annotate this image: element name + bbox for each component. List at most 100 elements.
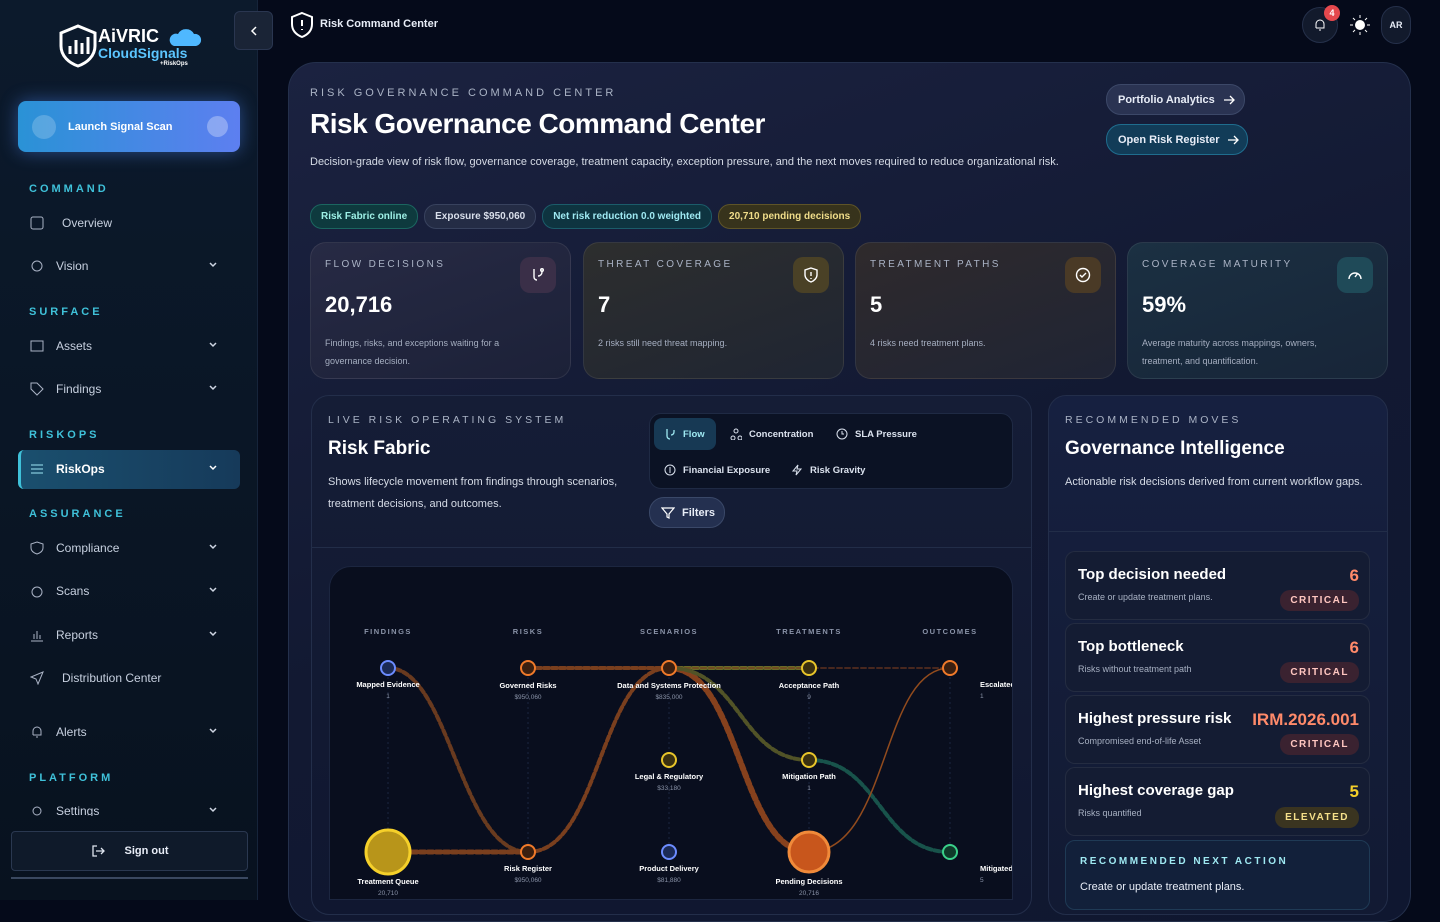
move-badge: CRITICAL: [1280, 590, 1359, 611]
moves-title: Governance Intelligence: [1065, 438, 1285, 459]
launch-label: Launch Signal Scan: [68, 120, 173, 133]
node-value: 9: [807, 694, 811, 701]
tab-active-bg: [654, 418, 716, 450]
launch-plus: [207, 116, 228, 137]
nav-item[interactable]: Compliance: [30, 537, 230, 559]
kpi-note: 2 risks still need threat mapping.: [598, 338, 728, 348]
nav-item-active[interactable]: RiskOps: [30, 458, 230, 480]
collapse-button[interactable]: [234, 11, 273, 50]
nav-item[interactable]: Vision: [30, 255, 230, 277]
nav-item[interactable]: Settings: [30, 800, 230, 816]
nav-item[interactable]: Scans: [30, 580, 230, 602]
logo-cloud: [169, 29, 202, 46]
avatar[interactable]: AR: [1381, 6, 1411, 44]
sign-out-button[interactable]: Sign out: [11, 831, 248, 871]
kpi-label: COVERAGE MATURITY: [1142, 259, 1293, 270]
nav-clip: Settings: [0, 800, 258, 816]
next-action-label: RECOMMENDED NEXT ACTION: [1080, 856, 1289, 867]
kpi-value: 59%: [1142, 292, 1187, 317]
moves-eyebrow: RECOMMENDED MOVES: [1065, 414, 1242, 426]
node-value: $950,060: [514, 877, 541, 884]
nav-label: Alerts: [56, 725, 87, 739]
divider: [1048, 531, 1388, 532]
kpi-icon: [793, 257, 829, 293]
hero-eyebrow: RISK GOVERNANCE COMMAND CENTER: [310, 87, 617, 99]
theme-toggle[interactable]: [1350, 15, 1370, 35]
view-tab[interactable]: Financial Exposure: [664, 464, 770, 476]
launch-icon: [32, 114, 56, 139]
launch-scan-button[interactable]: Launch Signal Scan: [18, 101, 240, 152]
view-tab[interactable]: SLA Pressure: [836, 428, 917, 440]
status-pill: Net risk reduction 0.0 weighted: [542, 204, 713, 229]
move-card[interactable]: Highest pressure risk IRM.2026.001 Comprom…: [1065, 695, 1370, 764]
status-pill: Exposure $950,060: [424, 204, 537, 229]
node-value: $81,880: [657, 877, 681, 884]
open-risk-register-button[interactable]: Open Risk Register: [1106, 124, 1248, 155]
topbar-title: Risk Command Center: [320, 18, 438, 30]
kpi-card: THREAT COVERAGE 7 2 risks still need threa…: [583, 242, 844, 379]
sidebar: AiVRIC CloudSignals +RiskOps Launch Sign…: [0, 0, 258, 900]
view-tab[interactable]: Concentration: [730, 428, 813, 440]
nav-label: Reports: [56, 628, 99, 642]
nav-item[interactable]: Distribution Center: [30, 667, 230, 689]
filters-button[interactable]: Filters: [649, 497, 725, 528]
logo-product: CloudSignals: [98, 45, 188, 61]
move-badge: ELEVATED: [1275, 807, 1359, 828]
move-card[interactable]: Top bottleneck 6 Risks without treatment p…: [1065, 623, 1370, 692]
move-card[interactable]: Highest coverage gap 5 Risks quantified ELE…: [1065, 767, 1370, 836]
topbar-icon: [291, 11, 313, 39]
kpi-label: TREATMENT PATHS: [870, 259, 1001, 270]
next-action-card[interactable]: RECOMMENDED NEXT ACTION Create or update…: [1065, 840, 1370, 910]
view-tab[interactable]: Flow: [664, 428, 705, 440]
nav-item[interactable]: Overview: [30, 212, 230, 234]
kpi-card: COVERAGE MATURITY 59% Average maturity acr…: [1127, 242, 1388, 379]
move-card[interactable]: Top decision needed 6 Create or update tre…: [1065, 551, 1370, 620]
kpi-note: 4 risks need treatment plans.: [870, 338, 986, 348]
nav-label: Overview: [62, 216, 113, 230]
kpi-note: Findings, risks, and exceptions waiting …: [325, 338, 500, 366]
node-label: Governed Risks: [499, 681, 556, 690]
node-value: $950,060: [514, 694, 541, 701]
hero-description: Decision-grade view of risk flow, govern…: [310, 156, 1059, 168]
kpi-icon: [520, 257, 556, 293]
logo-tag: +RiskOps: [160, 61, 188, 67]
column-label: RISKS: [513, 627, 543, 636]
nav-item[interactable]: Alerts: [30, 721, 230, 743]
logo: AiVRIC CloudSignals +RiskOps: [58, 24, 202, 73]
kpi-icon: [1337, 257, 1373, 293]
move-value: 6: [1349, 638, 1359, 657]
node-value: 1: [807, 785, 811, 792]
node-label: Product Delivery: [639, 864, 699, 873]
logo-shield: [59, 24, 97, 68]
nav-item[interactable]: Reports: [30, 624, 230, 646]
nav-label: RiskOps: [56, 462, 105, 476]
move-title: Highest coverage gap: [1078, 782, 1234, 799]
node-label: Escalated: [980, 680, 1013, 689]
node-label: Pending Decisions: [775, 877, 842, 886]
move-title: Highest pressure risk: [1078, 710, 1232, 727]
nav-label: Compliance: [56, 541, 120, 555]
move-title: Top bottleneck: [1078, 638, 1184, 655]
move-note: Risks without treatment path: [1078, 664, 1192, 674]
view-tab[interactable]: Risk Gravity: [791, 464, 865, 476]
nav-item[interactable]: Assets: [30, 335, 230, 357]
node-value: 20,716: [799, 890, 819, 897]
nav-label: Settings: [56, 804, 100, 816]
flow-svg: FINDINGS RISKS SCENARIOS TREATMENTS OUTC…: [356, 627, 1013, 897]
move-note: Compromised end-of-life Asset: [1078, 736, 1202, 746]
node-value: 5: [980, 877, 984, 884]
portfolio-analytics-button[interactable]: Portfolio Analytics: [1106, 84, 1245, 115]
filters-label: Filters: [682, 506, 716, 519]
node-label: Mapped Evidence: [356, 680, 419, 689]
node-label: Mitigation Path: [782, 772, 836, 781]
notifications-button[interactable]: [1302, 7, 1338, 43]
fabric-title: Risk Fabric: [328, 438, 431, 459]
fabric-eyebrow: LIVE RISK OPERATING SYSTEM: [328, 414, 567, 426]
move-note: Create or update treatment plans.: [1078, 592, 1213, 602]
tab-label: SLA Pressure: [855, 428, 917, 440]
nav-section-title: ASSURANCE: [29, 508, 126, 520]
kpi-label: FLOW DECISIONS: [325, 259, 446, 270]
kpi-value: 20,716: [325, 292, 393, 317]
view-tabs: Flow Concentration SLA Pressure Financia…: [649, 413, 1013, 489]
nav-item[interactable]: Findings: [30, 378, 230, 400]
